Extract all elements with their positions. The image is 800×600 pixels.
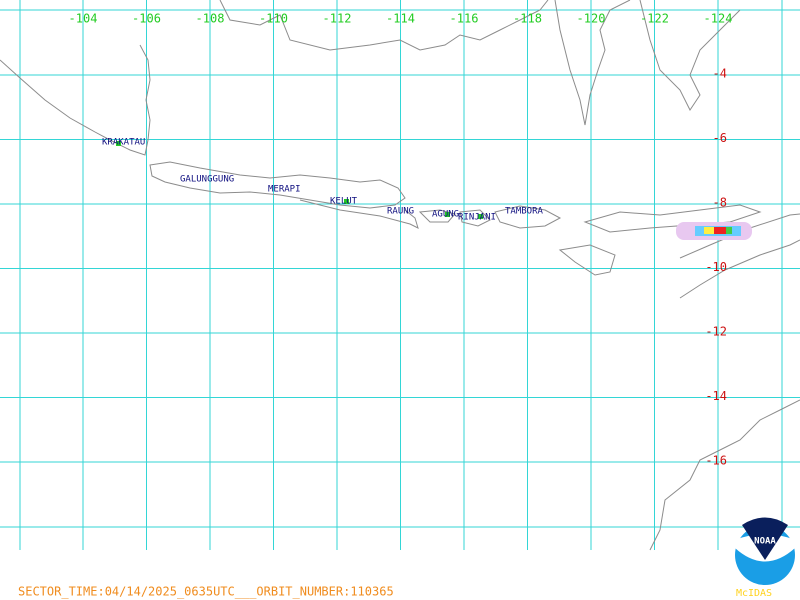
longitude-label: -118 <box>513 12 542 26</box>
volcano-label: KRAKATAU <box>102 138 145 148</box>
borneo-coast <box>219 0 549 51</box>
longitude-label: -114 <box>386 12 415 26</box>
latitude-label: -14 <box>705 389 727 403</box>
graticule <box>0 0 800 550</box>
volcano-marker <box>478 214 483 219</box>
flores-coast <box>583 204 762 233</box>
longitude-label: -112 <box>323 12 352 26</box>
logo-caption: McIDAS <box>736 588 772 599</box>
volcano-label: RAUNG <box>387 207 414 217</box>
latitude-label: -10 <box>705 260 727 274</box>
latitude-label: -4 <box>713 67 727 81</box>
ash-high <box>714 227 726 234</box>
volcano-label: RINJANI <box>458 213 496 223</box>
volcano-marker <box>116 141 121 146</box>
latitude-label: -12 <box>705 325 727 339</box>
labels: -104 -106 -108 -110 -112 -114 -116 -118 -120 -122… <box>69 12 733 468</box>
footer-text: SECTOR_TIME:04/14/2025_0635UTC___ORBIT_N… <box>18 585 394 599</box>
sumatra-coast <box>0 44 151 156</box>
java-east-coast <box>299 199 419 229</box>
java-coast <box>149 161 406 209</box>
bali-coast <box>418 209 456 223</box>
ash-cloud <box>676 222 752 240</box>
lombok-coast <box>459 209 491 227</box>
sumba-coast <box>558 244 616 276</box>
ash-mid <box>704 227 714 234</box>
volcano-marker <box>344 199 349 204</box>
longitude-label: -116 <box>450 12 479 26</box>
volcano-label: KELUT <box>330 197 358 207</box>
longitude-label: -104 <box>69 12 98 26</box>
logo-bird <box>742 517 788 560</box>
ash-edge <box>726 227 732 234</box>
logo-text: NOAA <box>754 537 776 547</box>
noaa-logo: NOAA <box>735 517 795 585</box>
longitude-label: -106 <box>132 12 161 26</box>
coastlines <box>0 0 800 551</box>
volcano-label: MERAPI <box>268 185 301 195</box>
latitude-label: -16 <box>705 454 727 468</box>
longitude-label: -124 <box>704 12 733 26</box>
volcano-marker <box>445 212 450 217</box>
latitude-label: -6 <box>713 131 727 145</box>
volcano-label: TAMBORA <box>505 207 544 217</box>
sulawesi-coast <box>554 0 741 126</box>
volcano-label: AGUNG <box>432 210 459 220</box>
longitude-label: -122 <box>640 12 669 26</box>
longitude-label: -120 <box>577 12 606 26</box>
australia-coast <box>649 399 800 551</box>
volcano-label: GALUNGGUNG <box>180 175 234 185</box>
sumbawa-coast <box>494 205 562 229</box>
longitude-label: -108 <box>196 12 225 26</box>
latitude-label: -8 <box>713 196 727 210</box>
longitude-label: -110 <box>259 12 288 26</box>
